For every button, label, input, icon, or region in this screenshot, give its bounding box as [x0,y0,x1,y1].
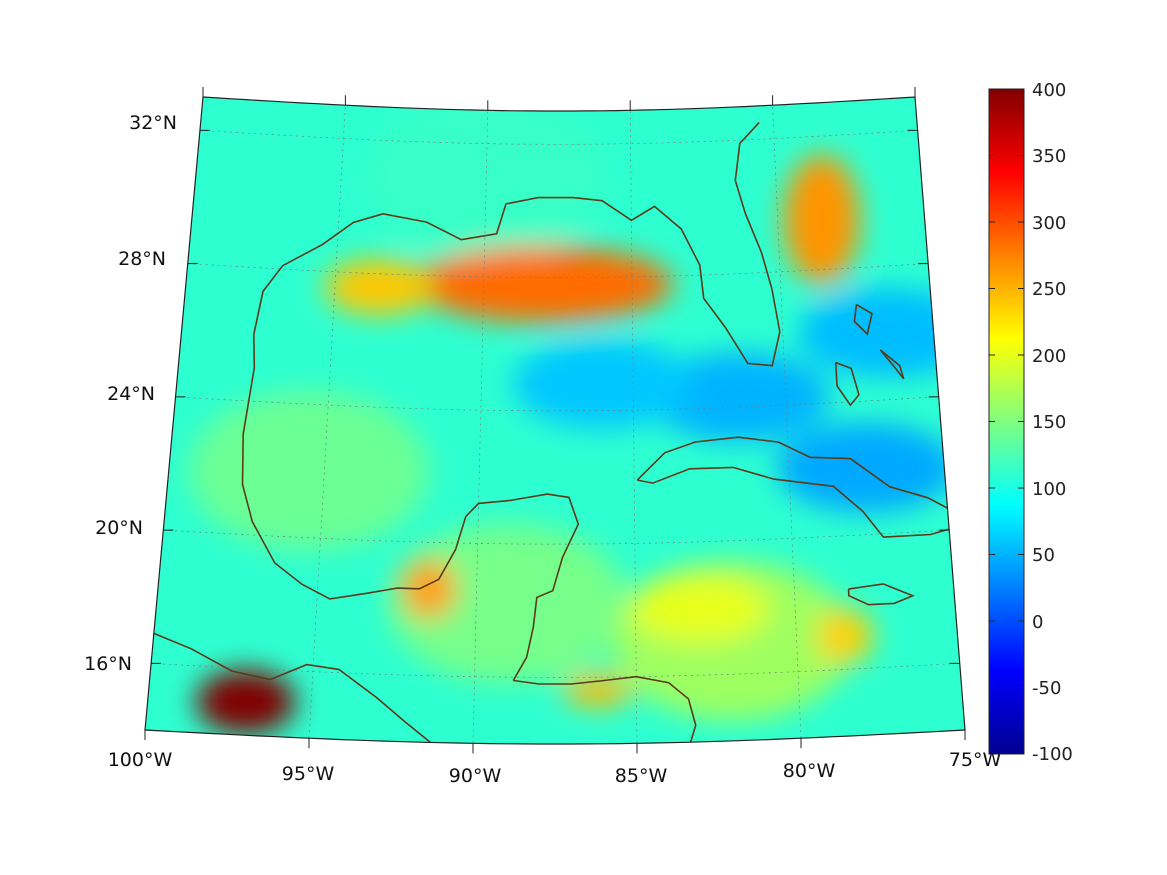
lon-label-85w: 85°W [615,765,668,787]
lon-label-80w: 80°W [783,760,836,782]
colorbar-label-50: 50 [1032,545,1055,566]
lat-label-24n: 24°N [107,383,155,405]
colorbar-label-400: 400 [1032,80,1066,101]
lat-label-16n: 16°N [84,653,132,675]
field-blob-georgia-atlantic [783,154,860,285]
coastline-central-america-north [513,675,697,744]
field-blob-northern-gulf-shelf [413,246,674,323]
colorbar-label-neg100: -100 [1032,744,1073,765]
coastline-abaco [853,303,873,336]
colorbar-label-250: 250 [1032,279,1066,300]
coastline-cuba [636,436,965,538]
heat-field [188,97,965,734]
lat-label-32n: 32°N [129,112,177,134]
field-blob-caribbean-yellow [629,573,770,644]
lon-label-100w: 100°W [108,749,173,771]
field-blob-bahamas-east [798,287,965,378]
coastline-andros [834,361,860,407]
field-blob-florida-straits [649,352,830,443]
parallel-24 [175,396,939,412]
coastline-mexico-gulf-coast [241,334,580,681]
meridian-95 [308,105,346,739]
colorbar-label-200: 200 [1032,346,1066,367]
lon-label-90w: 90°W [449,765,502,787]
lon-label-75w: 75°W [949,749,1002,771]
field-blob-northern-gulf-west [324,259,435,316]
colorbar-label-neg50: -50 [1032,678,1061,699]
field-blob-west-gulf-wash [188,391,429,551]
colorbar-label-350: 350 [1032,146,1066,167]
field-blob-tehuantepec [195,669,296,734]
lat-labels: 32°N 28°N 24°N 20°N 16°N [84,112,177,675]
coastlines [153,122,965,744]
map-ticks [144,87,966,754]
field-blob-cuba-north [776,422,957,513]
colorbar-ticks [989,88,1024,755]
colorbar: 400 350 300 250 200 150 100 50 0 -50 -10… [988,80,1073,765]
field-blob-honduras-coast [562,674,633,707]
lon-label-95w: 95°W [282,763,335,785]
coastline-eleuthera [879,349,905,380]
colorbar-label-100: 100 [1032,479,1066,500]
field-blob-north-wash [366,97,607,257]
lon-labels: 100°W 95°W 90°W 85°W 80°W 75°W [108,749,1002,787]
field-blob-campeche [401,559,457,619]
coastline-us-gulf-coast [253,122,781,367]
field-blob-jamaica-south [816,608,873,664]
parallel-20 [163,529,950,545]
coastline-pacific-coast [153,632,431,744]
field-blob-central-gulf [512,338,693,429]
graticule [151,105,960,744]
colorbar-label-0: 0 [1032,612,1043,633]
coastline-jamaica [847,583,915,606]
colorbar-label-150: 150 [1032,412,1066,433]
lat-label-20n: 20°N [95,517,143,539]
lat-label-28n: 28°N [118,248,166,270]
colorbar-label-300: 300 [1032,213,1066,234]
